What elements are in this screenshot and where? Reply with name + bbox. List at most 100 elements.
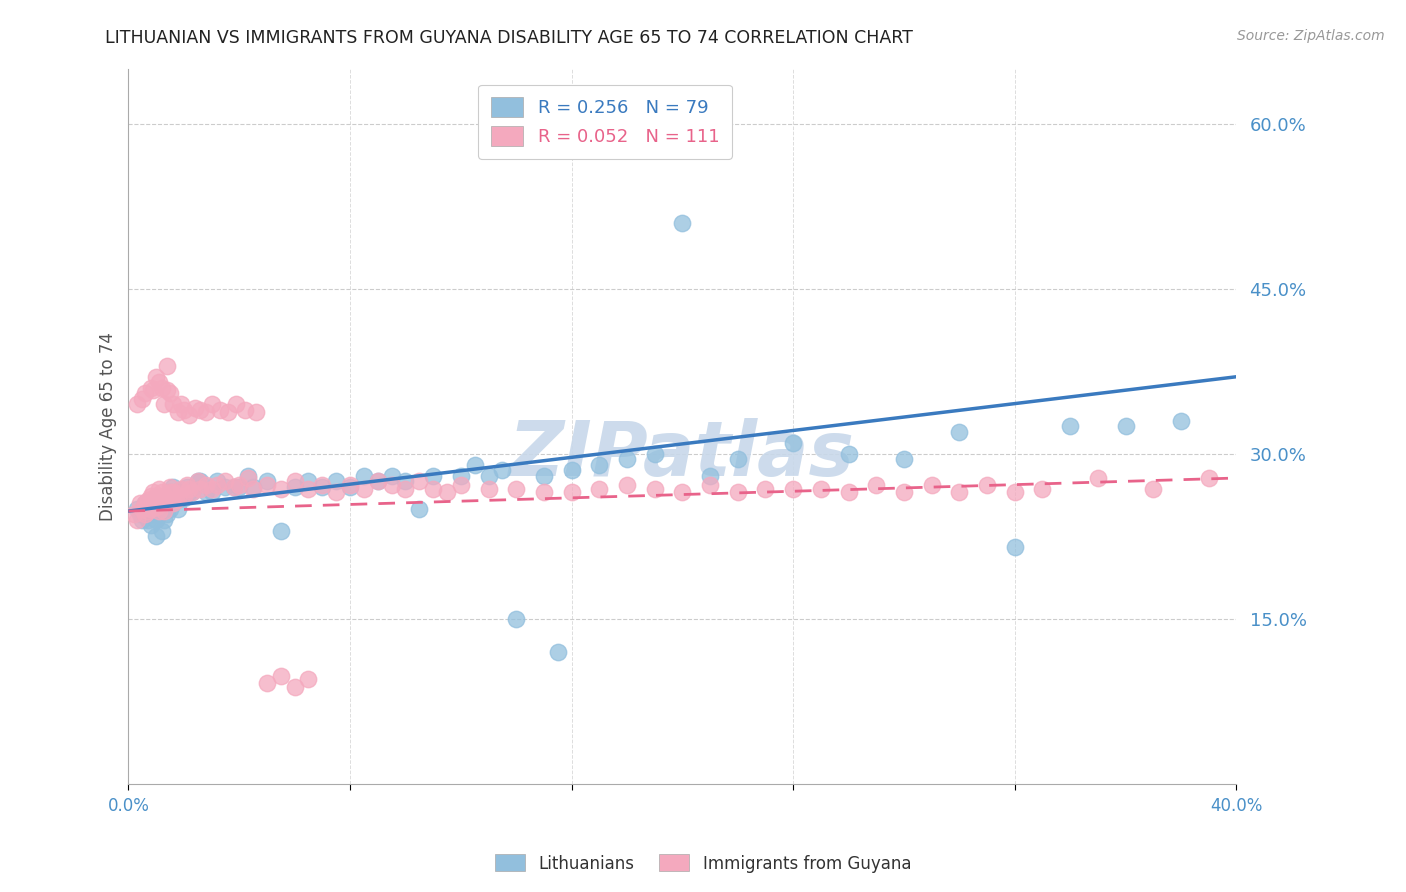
Point bbox=[173, 489, 195, 503]
Point bbox=[782, 482, 804, 496]
Point bbox=[134, 496, 156, 510]
Point bbox=[325, 475, 347, 489]
Point bbox=[1115, 419, 1137, 434]
Point bbox=[128, 496, 150, 510]
Point bbox=[159, 501, 181, 516]
Point bbox=[644, 447, 666, 461]
Point bbox=[122, 508, 145, 522]
Point bbox=[616, 452, 638, 467]
Point bbox=[190, 482, 212, 496]
Point bbox=[297, 475, 319, 489]
Point bbox=[450, 477, 472, 491]
Point bbox=[1087, 471, 1109, 485]
Point bbox=[153, 397, 176, 411]
Point bbox=[159, 485, 181, 500]
Point bbox=[233, 402, 256, 417]
Text: ZIPatlas: ZIPatlas bbox=[509, 418, 855, 491]
Point bbox=[148, 504, 170, 518]
Point bbox=[422, 468, 444, 483]
Point bbox=[505, 482, 527, 496]
Point bbox=[167, 485, 190, 500]
Point bbox=[162, 480, 184, 494]
Legend: R = 0.256   N = 79, R = 0.052   N = 111: R = 0.256 N = 79, R = 0.052 N = 111 bbox=[478, 85, 731, 159]
Point bbox=[162, 485, 184, 500]
Point bbox=[184, 401, 207, 415]
Point bbox=[195, 477, 218, 491]
Point bbox=[195, 485, 218, 500]
Point bbox=[245, 405, 267, 419]
Point bbox=[284, 475, 307, 489]
Point bbox=[156, 359, 179, 373]
Point bbox=[131, 392, 153, 406]
Point bbox=[1004, 485, 1026, 500]
Point bbox=[176, 480, 198, 494]
Point bbox=[236, 471, 259, 485]
Point bbox=[136, 501, 159, 516]
Point bbox=[699, 477, 721, 491]
Point bbox=[893, 485, 915, 500]
Point bbox=[561, 485, 583, 500]
Point bbox=[159, 480, 181, 494]
Point bbox=[200, 485, 222, 500]
Point bbox=[150, 485, 173, 500]
Point bbox=[139, 381, 162, 395]
Point bbox=[134, 496, 156, 510]
Point bbox=[179, 485, 201, 500]
Point bbox=[125, 513, 148, 527]
Point bbox=[727, 452, 749, 467]
Point bbox=[170, 482, 193, 496]
Point bbox=[671, 485, 693, 500]
Point bbox=[588, 458, 610, 472]
Point bbox=[242, 480, 264, 494]
Point bbox=[134, 508, 156, 522]
Point bbox=[893, 452, 915, 467]
Point bbox=[145, 489, 167, 503]
Point bbox=[921, 477, 943, 491]
Point bbox=[547, 645, 569, 659]
Point bbox=[176, 477, 198, 491]
Point bbox=[187, 475, 209, 489]
Point bbox=[270, 669, 292, 683]
Point bbox=[205, 475, 228, 489]
Point bbox=[125, 501, 148, 516]
Point bbox=[165, 493, 187, 508]
Point bbox=[270, 524, 292, 538]
Point bbox=[142, 485, 165, 500]
Point bbox=[311, 480, 333, 494]
Point bbox=[222, 480, 245, 494]
Point bbox=[367, 475, 389, 489]
Point bbox=[134, 386, 156, 401]
Point bbox=[165, 491, 187, 505]
Point bbox=[170, 397, 193, 411]
Point bbox=[131, 501, 153, 516]
Point bbox=[139, 518, 162, 533]
Point bbox=[339, 477, 361, 491]
Point bbox=[167, 501, 190, 516]
Point bbox=[190, 402, 212, 417]
Point bbox=[170, 491, 193, 505]
Point bbox=[128, 508, 150, 522]
Point bbox=[477, 468, 499, 483]
Point bbox=[436, 485, 458, 500]
Point bbox=[142, 496, 165, 510]
Y-axis label: Disability Age 65 to 74: Disability Age 65 to 74 bbox=[100, 332, 117, 521]
Point bbox=[810, 482, 832, 496]
Point bbox=[136, 504, 159, 518]
Point bbox=[256, 675, 278, 690]
Point bbox=[782, 435, 804, 450]
Point bbox=[1031, 482, 1053, 496]
Point bbox=[148, 508, 170, 522]
Point bbox=[179, 482, 201, 496]
Point bbox=[256, 477, 278, 491]
Point bbox=[190, 475, 212, 489]
Point bbox=[145, 491, 167, 505]
Point bbox=[381, 468, 404, 483]
Point bbox=[353, 482, 375, 496]
Point bbox=[464, 458, 486, 472]
Point bbox=[561, 463, 583, 477]
Point bbox=[148, 496, 170, 510]
Point bbox=[145, 500, 167, 514]
Point bbox=[242, 482, 264, 496]
Point bbox=[1004, 541, 1026, 555]
Point bbox=[167, 491, 190, 505]
